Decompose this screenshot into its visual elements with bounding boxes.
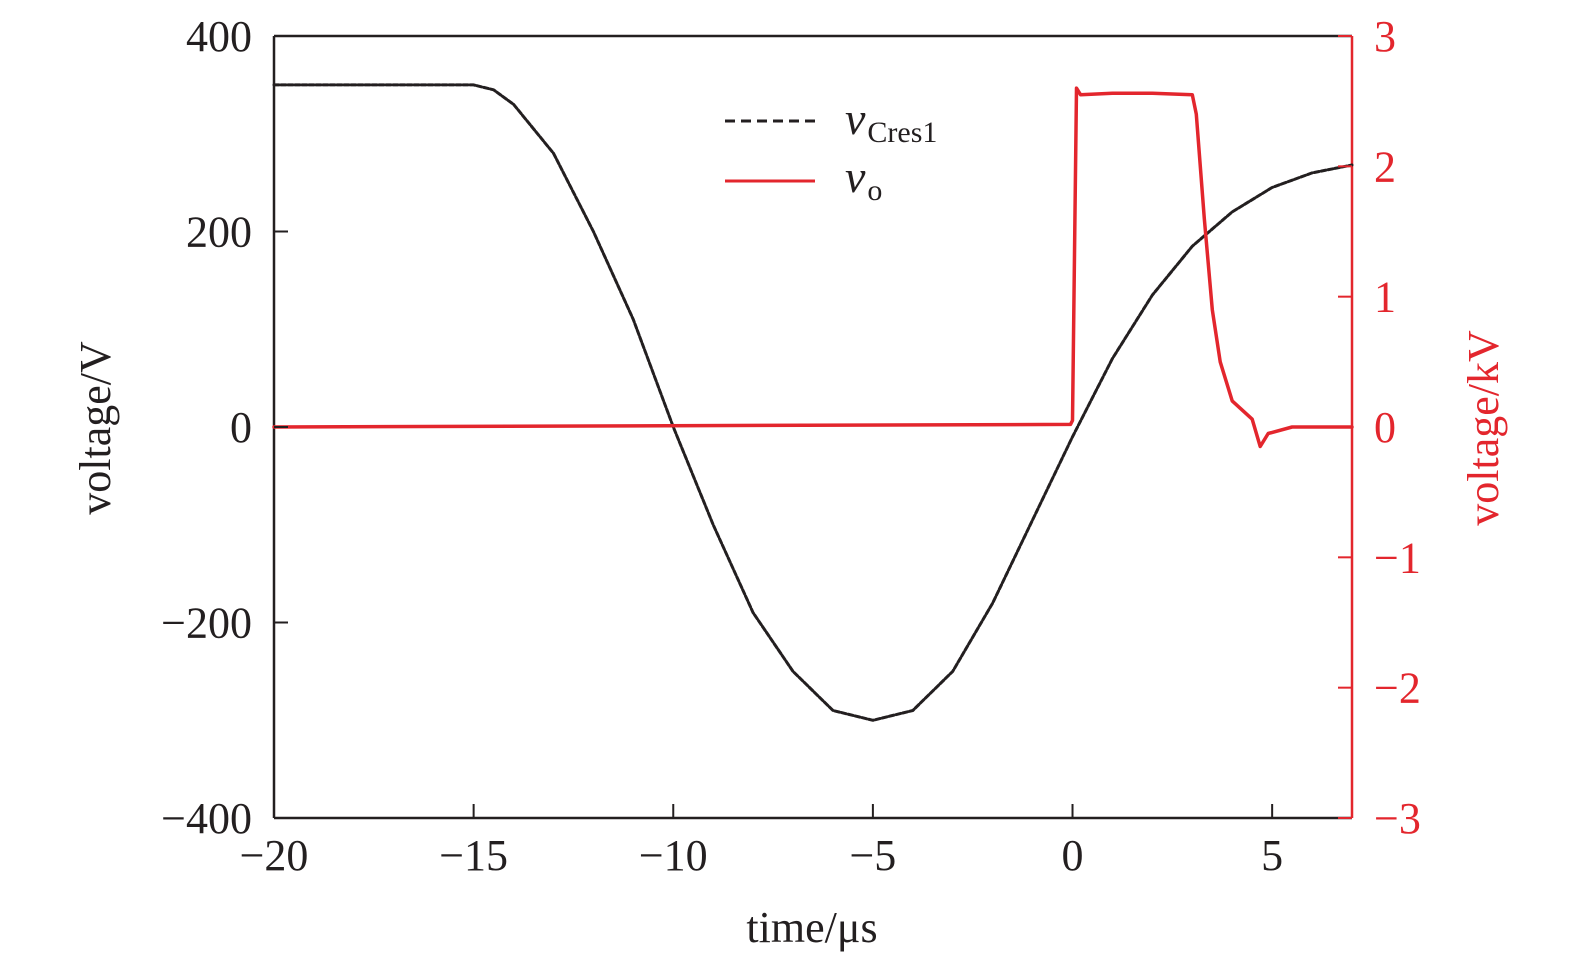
x-axis-label: time/μs	[746, 903, 877, 952]
y-right-tick-label: −2	[1374, 664, 1421, 713]
x-tick-label: −5	[849, 831, 896, 880]
legend-subscript-vcres1: Cres1	[867, 116, 937, 149]
y-right-tick-label: 2	[1374, 142, 1396, 191]
series-line-vo	[272, 86, 1354, 449]
x-tick-label: −10	[639, 831, 708, 880]
y-left-tick-label: 200	[186, 208, 252, 257]
y-left-tick-label: −400	[161, 794, 252, 843]
x-tick-label: −20	[240, 831, 309, 880]
legend: vCres1 vo	[725, 93, 937, 207]
y-right-tick-label: 3	[1374, 12, 1396, 61]
y-left-tick-label: 400	[186, 12, 252, 61]
y-right-axis-label: voltage/kV	[1459, 330, 1508, 526]
x-tick-label: 5	[1261, 831, 1283, 880]
y-left-tick-label: 0	[230, 403, 252, 452]
legend-symbol-vcres1: v	[845, 93, 866, 144]
y-right-tick-label: 1	[1374, 273, 1396, 322]
x-tick-label: −15	[439, 831, 508, 880]
series-line-vcres1	[272, 83, 1354, 722]
y-left-tick-label: −200	[161, 599, 252, 648]
y-right-tick-label: −1	[1374, 533, 1421, 582]
legend-subscript-vo: o	[867, 174, 882, 207]
y-left-axis-label: voltage/V	[71, 341, 120, 515]
y-right-tick-label: −3	[1374, 794, 1421, 843]
legend-symbol-vo: v	[845, 151, 866, 202]
series-layer	[272, 83, 1354, 722]
y-right-tick-label: 0	[1374, 403, 1396, 452]
legend-label-vcres1: vCres1	[845, 93, 937, 149]
legend-label-vo: vo	[845, 151, 882, 207]
x-tick-label: 0	[1062, 831, 1084, 880]
